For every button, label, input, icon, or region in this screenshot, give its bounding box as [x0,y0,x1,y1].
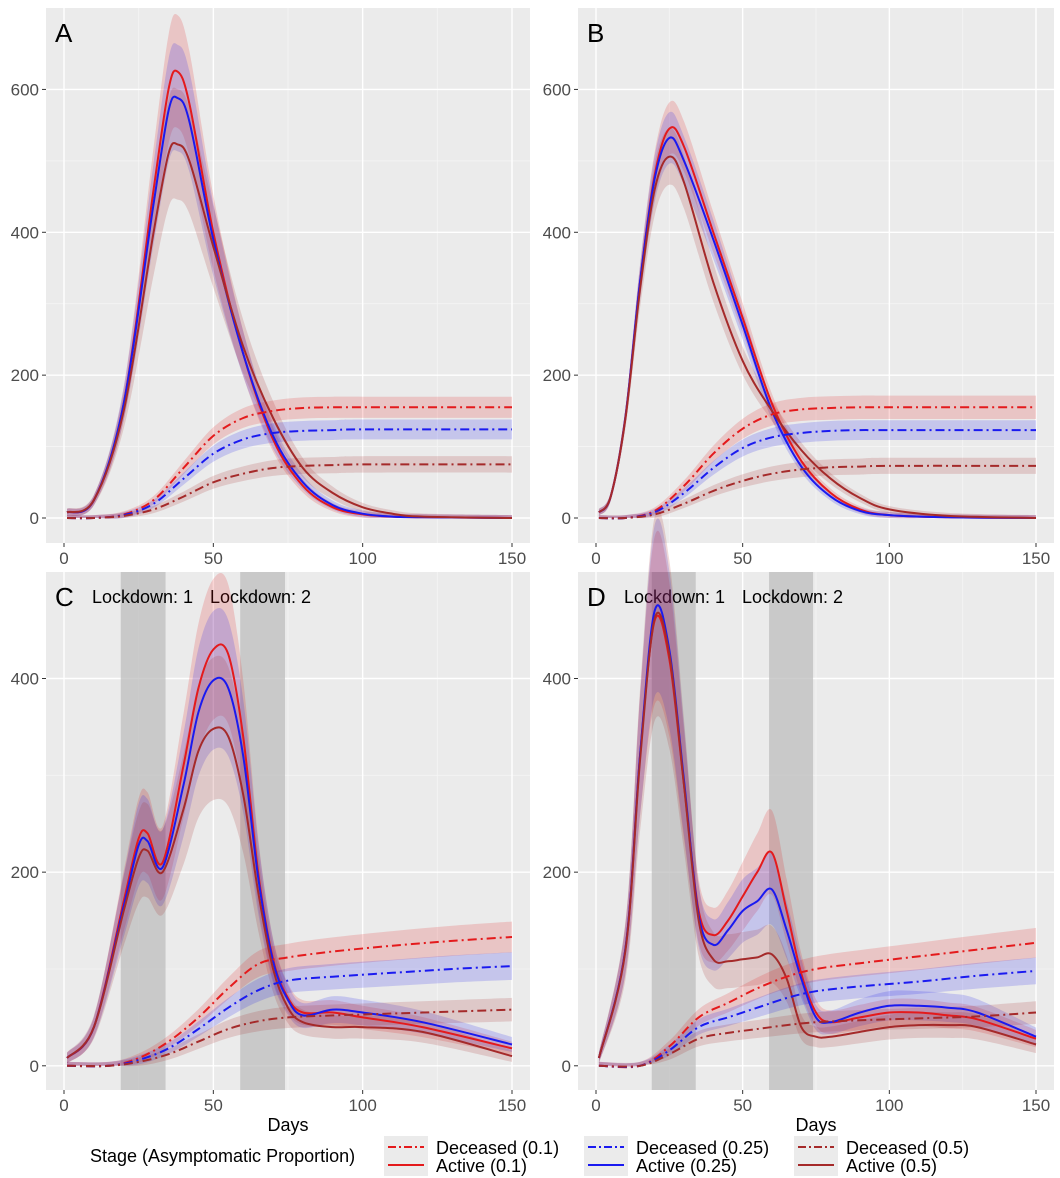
y-tick-label: 600 [11,80,39,99]
lockdown-label-2: Lockdown: 2 [210,587,311,607]
ribbon-active-0.25 [598,518,1036,1064]
lockdown-label-1: Lockdown: 1 [92,587,193,607]
x-tick-label: 0 [59,549,68,568]
panel-label-D: D [587,582,606,612]
x-tick-label: 50 [733,549,752,568]
ribbon-deceased-0.1 [598,927,1036,1067]
legend-deceased-label: Deceased (0.25) [636,1138,770,1158]
line-deceased-0.25 [66,428,513,520]
x-tick-label: 150 [498,1096,526,1115]
legend-active-label: Active (0.1) [436,1156,528,1176]
line-active-0.25 [597,604,1037,1059]
legend-active-label: Active (0.25) [636,1156,738,1176]
ribbon-deceased-0.1 [67,921,512,1067]
line-deceased-0.25 [598,429,1036,520]
ribbon-active-0.1 [598,100,1036,519]
y-tick-label: 0 [562,509,571,528]
x-tick-label: 100 [875,549,903,568]
y-tick-label: 400 [543,223,571,242]
y-tick-label: 200 [543,366,571,385]
panel-B: B 0 200 400 600 0 50 100 150 [543,8,1054,568]
ribbon-active-0.5 [598,509,1036,1064]
y-tick-label: 200 [11,366,39,385]
x-tick-label: 50 [204,1096,223,1115]
line-deceased-0.25 [598,969,1037,1068]
ribbon-active-0.1 [598,530,1036,1064]
ribbon-deceased-0.1 [598,395,1036,519]
line-active-0.1 [66,643,513,1059]
line-active-0.25 [66,95,513,519]
legend-deceased-label: Deceased (0.5) [846,1138,970,1158]
legend-active-label: Active (0.5) [846,1156,938,1176]
line-deceased-0.5 [598,1011,1037,1068]
line-deceased-0.5 [598,464,1037,520]
x-axis-label: Days [267,1115,308,1135]
legend: Stage (Asymptomatic Proportion) Deceased… [0,1136,1060,1178]
legend-key-0.5 [794,1136,838,1176]
ribbon-deceased-0.5 [598,457,1036,519]
x-tick-label: 100 [875,1096,903,1115]
x-tick-label: 100 [348,549,376,568]
x-tick-label: 150 [1022,549,1050,568]
line-active-0.5 [66,726,513,1059]
line-deceased-0.25 [66,965,513,1068]
lockdown-band-2 [240,572,286,1090]
ribbon-deceased-0.1 [67,396,512,519]
lockdown-band-2 [769,572,814,1090]
y-tick-label: 600 [543,80,571,99]
y-tick-label: 400 [11,223,39,242]
ribbon-deceased-0.25 [67,952,512,1066]
x-tick-label: 0 [591,1096,600,1115]
legend-title: Stage (Asymptomatic Proportion) [90,1146,356,1166]
x-tick-label: 150 [1022,1096,1050,1115]
x-tick-label: 150 [498,549,526,568]
y-tick-label: 400 [11,670,39,689]
y-tick-label: 200 [543,863,571,882]
line-active-0.25 [66,676,513,1059]
y-tick-label: 0 [30,509,39,528]
x-tick-label: 50 [733,1096,752,1115]
panel-label-C: C [55,582,74,612]
ribbon-active-0.25 [67,607,512,1064]
x-axis-label: Days [795,1115,836,1135]
ribbon-deceased-0.5 [67,456,512,519]
line-active-0.5 [597,611,1037,1059]
line-active-0.5 [66,141,513,519]
line-active-0.5 [598,155,1037,519]
lockdown-label-1: Lockdown: 1 [624,587,725,607]
x-tick-label: 0 [591,549,600,568]
line-deceased-0.1 [66,936,513,1068]
ribbon-active-0.5 [67,87,512,519]
x-tick-label: 50 [204,549,223,568]
legend-deceased-label: Deceased (0.1) [436,1138,560,1158]
panel-label-B: B [587,18,604,48]
x-tick-label: 100 [348,1096,376,1115]
ribbon-deceased-0.5 [598,1001,1036,1067]
ribbon-deceased-0.5 [67,997,512,1067]
y-tick-label: 0 [562,1057,571,1076]
x-tick-label: 0 [59,1096,68,1115]
ribbon-active-0.25 [598,111,1036,519]
legend-key-0.25 [584,1136,628,1176]
panel-A: A 0 200 400 600 0 50 100 150 [11,8,530,568]
faceted-line-chart: A 0 200 400 600 0 50 100 150 B 0 200 400 600 0 50 100 150… [11,8,1054,1135]
panel-D: Lockdown: 1 Lockdown: 2 D 0 200 400 0 50 100 150 D… [543,509,1054,1135]
y-tick-label: 200 [11,863,39,882]
line-deceased-0.1 [598,406,1036,520]
y-tick-label: 400 [543,670,571,689]
ribbon-deceased-0.25 [598,420,1036,519]
lockdown-label-2: Lockdown: 2 [742,587,843,607]
y-tick-label: 0 [30,1057,39,1076]
panel-C: Lockdown: 1 Lockdown: 2 C 0 200 400 0 50 100 150 D… [11,572,530,1135]
ribbon-deceased-0.25 [598,957,1036,1067]
line-deceased-0.5 [66,463,513,520]
panel-label-A: A [55,18,73,48]
legend-key-0.1 [384,1136,428,1176]
